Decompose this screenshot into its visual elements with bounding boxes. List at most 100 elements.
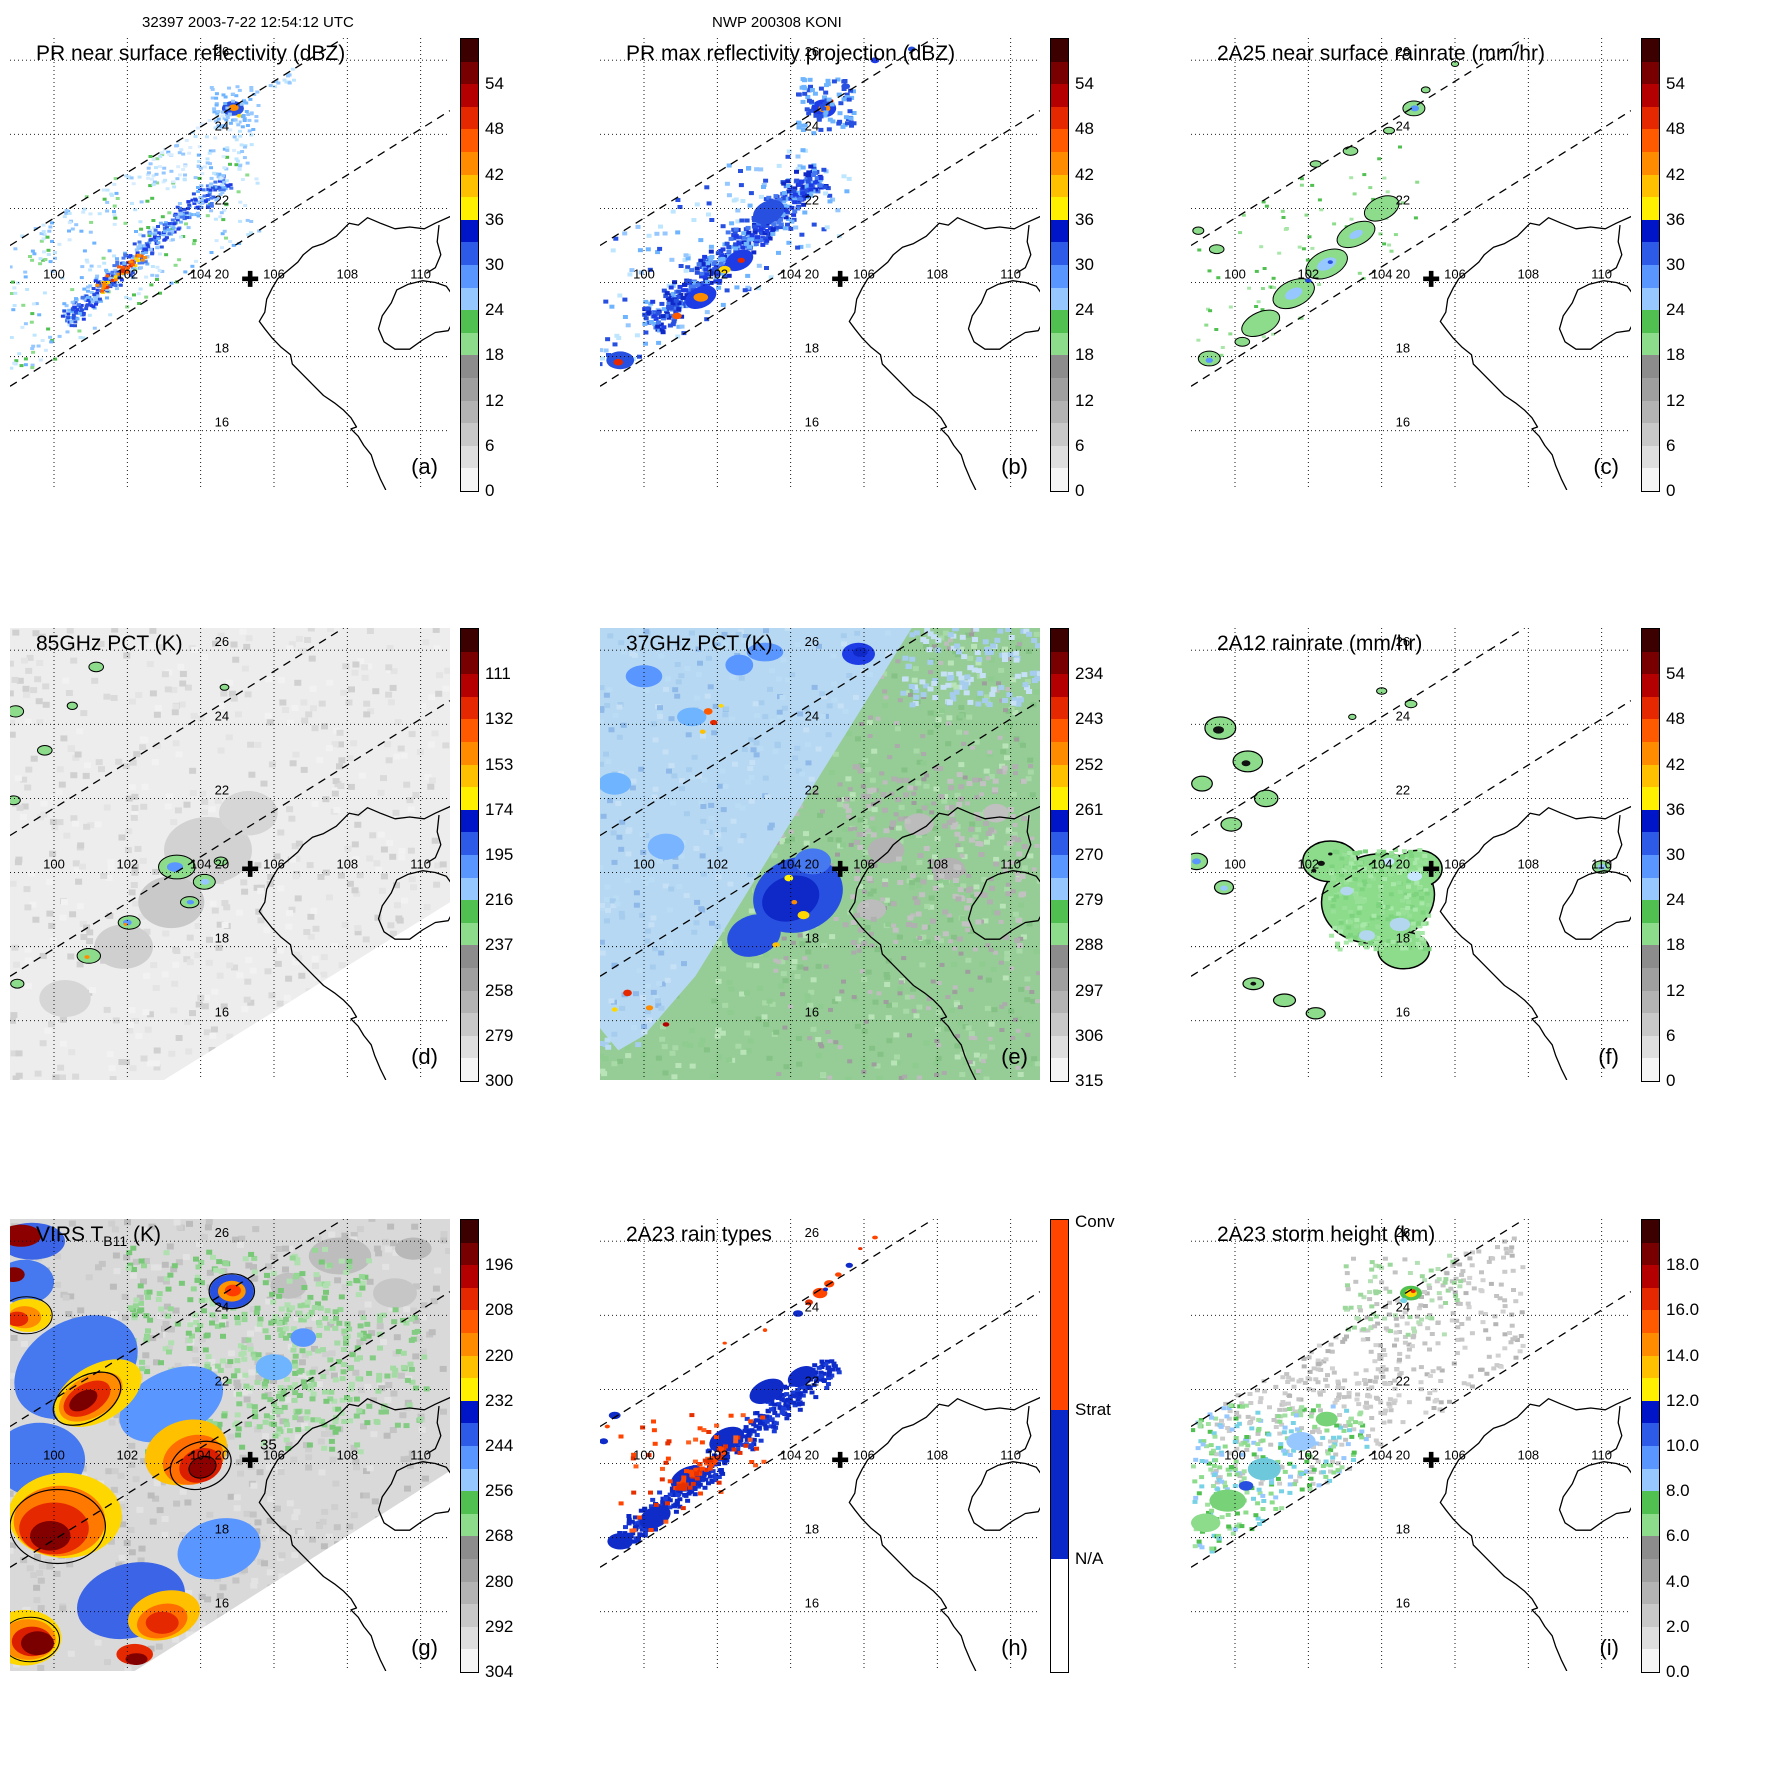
- svg-text:26: 26: [1396, 634, 1410, 649]
- colorbar-segment: [461, 1626, 478, 1650]
- colorbar-segment: [461, 310, 478, 333]
- colorbar-segment: [461, 1581, 478, 1605]
- panel-letter: (g): [411, 1635, 438, 1660]
- svg-text:22: 22: [805, 192, 819, 207]
- colorbar-segment: [1642, 1513, 1659, 1537]
- colorbar-segment: [1642, 174, 1659, 198]
- colorbar-segment: [1642, 854, 1659, 878]
- colorbar-segment: [461, 741, 478, 765]
- panel-e: 37GHz PCT (K) 100 102 104 106 108 110 16 18 20 22…: [590, 590, 1180, 1180]
- swath-edge-lines: [10, 628, 450, 977]
- colorbar-segment: [461, 1649, 478, 1672]
- colorbar-tick-label: 48: [485, 119, 504, 139]
- panel-a-colorbar: 54 48 42 36 30 24 18 12 6 0: [460, 38, 504, 500]
- colorbar-tick-label: 297: [1075, 980, 1104, 1000]
- svg-text:108: 108: [1517, 857, 1539, 872]
- panel-d-title: 85GHz PCT (K): [36, 632, 183, 655]
- panel-g-title: VIRS TB11 (K): [36, 1223, 161, 1249]
- svg-text:102: 102: [1297, 267, 1319, 282]
- coastline: [258, 805, 450, 1080]
- colorbar-tick-label: 24: [1666, 300, 1685, 320]
- colorbar-segment: [1051, 1058, 1068, 1081]
- colorbar-segment: [461, 629, 478, 652]
- svg-text:26: 26: [1396, 44, 1410, 59]
- colorbar-segment: [461, 674, 478, 697]
- colorbar-tick-label: 216: [485, 890, 514, 910]
- coastline: [1439, 1396, 1631, 1671]
- colorbar-segment: [1051, 61, 1068, 85]
- storm-center-marker: [832, 860, 849, 877]
- colorbar-tick-label: 208: [485, 1300, 514, 1320]
- colorbar-tick-label: 243: [1075, 709, 1104, 729]
- colorbar-segment: [461, 151, 478, 175]
- colorbar-tick-label: 220: [485, 1345, 514, 1365]
- svg-text:102: 102: [706, 857, 728, 872]
- colorbar-segment: [1642, 674, 1659, 697]
- svg-text:22: 22: [215, 782, 229, 797]
- svg-text:102: 102: [1297, 857, 1319, 872]
- colorbar-tick-label: 54: [485, 74, 504, 94]
- colorbar-segment: [1051, 922, 1068, 946]
- colorbar-tick-label: 12: [1666, 390, 1685, 410]
- data-layer: [600, 1235, 878, 1550]
- colorbar-segment: [1051, 174, 1068, 198]
- colorbar-segment: [1642, 1013, 1659, 1036]
- svg-text:18: 18: [1396, 931, 1410, 946]
- colorbar-segment: [1051, 1409, 1068, 1559]
- panel-i-colorbar: 18.0 16.0 14.0 12.0 10.0 8.0 6.0 4.0 2.0 0.0: [1641, 1219, 1699, 1681]
- svg-text:102: 102: [116, 267, 138, 282]
- colorbar-tick-label: N/A: [1075, 1549, 1104, 1568]
- colorbar-segment: [1051, 151, 1068, 175]
- colorbar-segment: [1642, 696, 1659, 720]
- data-layer: [1191, 1236, 1526, 1554]
- panel-b-map: 100 102 104 106 108 110 16 18 20 22 24 26 (b): [600, 38, 1040, 490]
- colorbar-segment: [1642, 967, 1659, 991]
- colorbar-segment: [461, 719, 478, 742]
- colorbar-segment: [461, 1242, 478, 1266]
- panel-b-colorbar: 54 48 42 36 30 24 18 12 6 0: [1050, 38, 1094, 500]
- colorbar-tick-label: 18: [1075, 345, 1094, 365]
- colorbar-segment: [461, 922, 478, 946]
- colorbar-tick-label: 244: [485, 1436, 514, 1455]
- colorbar-segment: [1642, 990, 1659, 1014]
- colorbar-segment: [1051, 1035, 1068, 1059]
- colorbar-tick-label: 0: [1666, 481, 1676, 500]
- colorbar-tick-label: 6.0: [1666, 1526, 1690, 1546]
- colorbar-segment: [1642, 741, 1659, 765]
- colorbar-tick-label: 279: [1075, 890, 1104, 910]
- colorbar-tick-label: 30: [1666, 845, 1685, 864]
- colorbar-segment: [461, 990, 478, 1014]
- svg-text:20: 20: [1396, 857, 1410, 872]
- svg-text:16: 16: [1396, 415, 1410, 430]
- colorbar-tick-label: 232: [485, 1390, 514, 1410]
- panel-d-colorbar: 111 132 153 174 195 216 237 258 279 300: [460, 628, 513, 1090]
- svg-text:24: 24: [215, 118, 229, 133]
- svg-text:18: 18: [215, 341, 229, 356]
- colorbar-segment: [1642, 1491, 1659, 1514]
- graticule: [600, 628, 1040, 1080]
- colorbar-tick-label: 54: [1666, 664, 1685, 684]
- storm-title: NWP 200308 KONI: [712, 14, 842, 31]
- colorbar-segment: [1051, 1013, 1068, 1036]
- data-layer: [1191, 687, 1612, 1020]
- coastline: [848, 215, 1040, 490]
- svg-text:104: 104: [780, 267, 802, 282]
- graticule: [10, 1219, 450, 1671]
- svg-text:24: 24: [805, 708, 819, 723]
- svg-text:108: 108: [336, 857, 358, 872]
- svg-text:102: 102: [706, 267, 728, 282]
- graticule: [600, 38, 1040, 490]
- svg-text:20: 20: [805, 267, 819, 282]
- graticule: [600, 1219, 1040, 1671]
- colorbar-tick-label: 48: [1075, 119, 1094, 139]
- colorbar-tick-label: 279: [485, 1025, 514, 1045]
- colorbar-segment: [461, 1220, 478, 1243]
- colorbar-segment: [1642, 809, 1659, 833]
- panel-c-title: 2A25 near surface rainrate (mm/hr): [1217, 42, 1545, 65]
- colorbar-segment: [461, 1513, 478, 1537]
- colorbar-segment: [1051, 310, 1068, 333]
- colorbar-tick-label: 54: [1075, 74, 1094, 94]
